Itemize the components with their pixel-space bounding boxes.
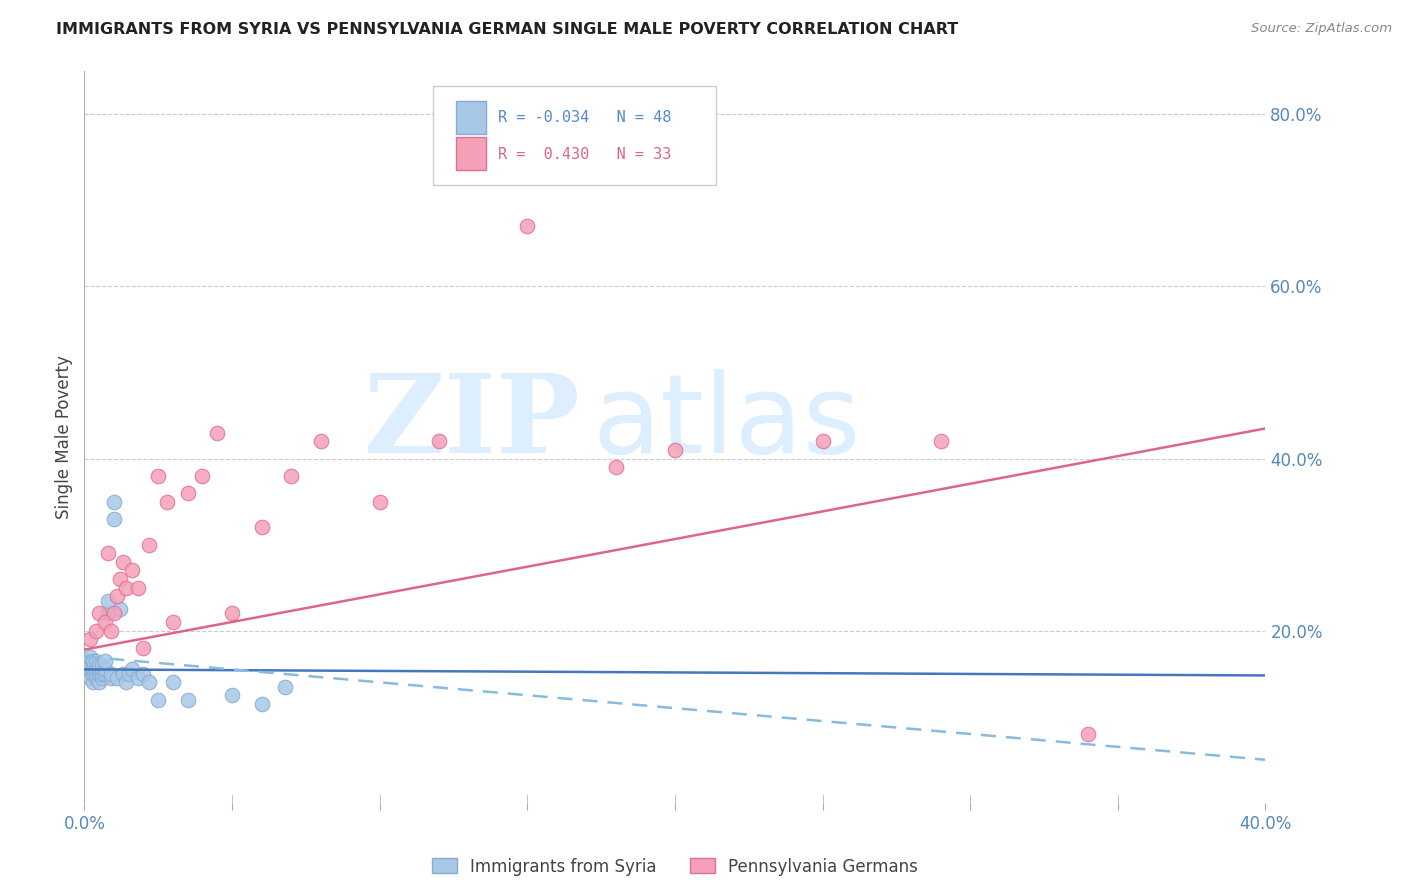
Point	[121, 662, 143, 676]
Text: R =  0.430   N = 33: R = 0.430 N = 33	[498, 146, 671, 161]
Legend: Immigrants from Syria, Pennsylvania Germans: Immigrants from Syria, Pennsylvania Germ…	[425, 851, 925, 882]
Point	[191, 468, 214, 483]
Point	[94, 615, 117, 629]
Point	[79, 662, 101, 676]
Point	[79, 658, 101, 673]
Point	[103, 494, 125, 508]
Point	[664, 442, 686, 457]
Y-axis label: Single Male Poverty: Single Male Poverty	[55, 355, 73, 519]
Point	[91, 666, 114, 681]
Bar	[457, 101, 486, 134]
Point	[280, 468, 302, 483]
Point	[89, 675, 111, 690]
Point	[79, 649, 101, 664]
Point	[97, 607, 120, 621]
Point	[221, 607, 243, 621]
Point	[84, 624, 107, 638]
Point	[89, 666, 111, 681]
Point	[94, 662, 117, 676]
Point	[148, 468, 170, 483]
Point	[91, 671, 114, 685]
Point	[516, 219, 538, 234]
Point	[127, 581, 149, 595]
Point	[368, 494, 391, 508]
Point	[97, 546, 120, 560]
Point	[84, 671, 107, 685]
Point	[138, 538, 160, 552]
Point	[250, 697, 273, 711]
Point	[94, 666, 117, 681]
Point	[250, 520, 273, 534]
Point	[89, 658, 111, 673]
Point	[929, 434, 952, 449]
Point	[76, 654, 98, 668]
Point	[100, 666, 122, 681]
Point	[82, 654, 104, 668]
Point	[111, 555, 134, 569]
Point	[91, 658, 114, 673]
Point	[82, 675, 104, 690]
Point	[156, 494, 179, 508]
Point	[309, 434, 332, 449]
Point	[82, 658, 104, 673]
Point	[105, 589, 128, 603]
Point	[82, 662, 104, 676]
Point	[427, 434, 450, 449]
Point	[605, 460, 627, 475]
Point	[114, 675, 136, 690]
Point	[127, 671, 149, 685]
Point	[84, 662, 107, 676]
Point	[114, 581, 136, 595]
Point	[76, 662, 98, 676]
Point	[76, 658, 98, 673]
Point	[89, 607, 111, 621]
Point	[177, 486, 200, 500]
Point	[91, 662, 114, 676]
Point	[121, 564, 143, 578]
FancyBboxPatch shape	[433, 86, 716, 185]
Point	[162, 675, 184, 690]
Point	[274, 680, 297, 694]
Point	[103, 512, 125, 526]
Point	[82, 666, 104, 681]
Point	[79, 632, 101, 647]
Text: ZIP: ZIP	[364, 369, 581, 476]
Point	[108, 602, 131, 616]
Point	[108, 572, 131, 586]
Point	[148, 692, 170, 706]
Point	[94, 654, 117, 668]
Point	[79, 671, 101, 685]
Point	[811, 434, 834, 449]
Point	[221, 688, 243, 702]
Point	[103, 607, 125, 621]
Text: R = -0.034   N = 48: R = -0.034 N = 48	[498, 110, 671, 125]
Point	[132, 666, 155, 681]
Bar	[457, 137, 486, 170]
Point	[97, 593, 120, 607]
Point	[100, 624, 122, 638]
Point	[162, 615, 184, 629]
Point	[100, 671, 122, 685]
Point	[177, 692, 200, 706]
Point	[132, 640, 155, 655]
Point	[84, 666, 107, 681]
Point	[1077, 727, 1099, 741]
Point	[205, 425, 228, 440]
Text: Source: ZipAtlas.com: Source: ZipAtlas.com	[1251, 22, 1392, 36]
Text: IMMIGRANTS FROM SYRIA VS PENNSYLVANIA GERMAN SINGLE MALE POVERTY CORRELATION CHA: IMMIGRANTS FROM SYRIA VS PENNSYLVANIA GE…	[56, 22, 959, 37]
Text: atlas: atlas	[592, 369, 860, 476]
Point	[138, 675, 160, 690]
Point	[111, 666, 134, 681]
Point	[89, 662, 111, 676]
Point	[118, 666, 141, 681]
Point	[84, 654, 107, 668]
Point	[105, 671, 128, 685]
